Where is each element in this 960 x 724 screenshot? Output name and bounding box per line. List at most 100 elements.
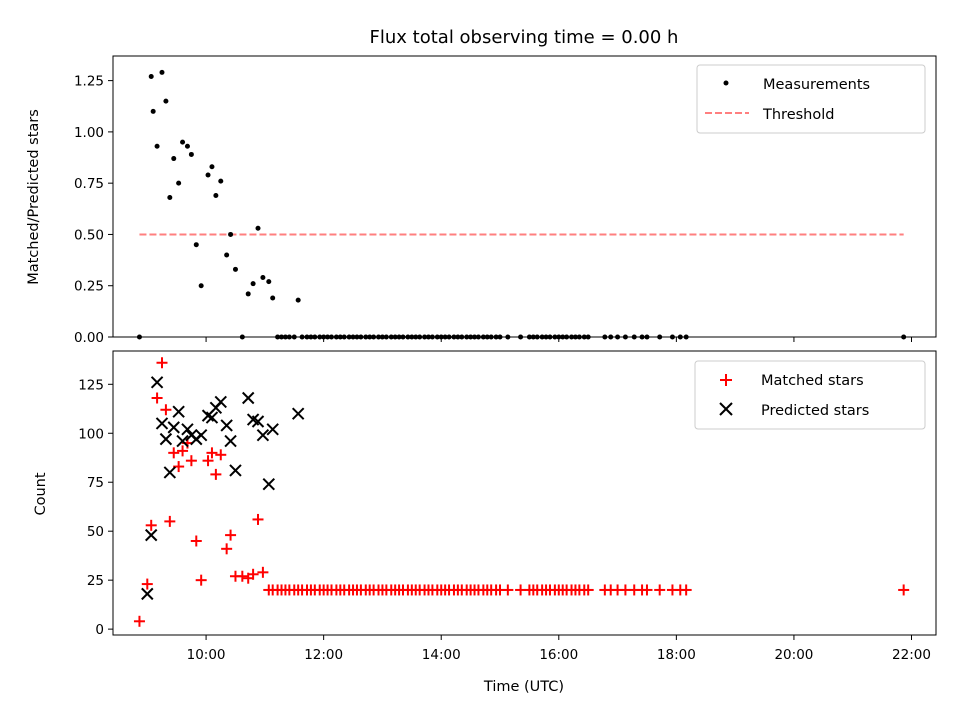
predicted-stars-legend-label: Predicted stars	[761, 403, 869, 419]
matched-star-point	[898, 584, 910, 596]
predicted-star-point	[229, 464, 242, 477]
measurement-point	[383, 334, 389, 340]
measurement-point	[136, 334, 142, 340]
measurement-point	[150, 108, 156, 114]
measurement-point	[295, 297, 301, 303]
matched-star-point	[185, 455, 197, 467]
predicted-star-point	[214, 395, 227, 409]
matched-star-point	[156, 357, 168, 369]
predicted-star-point	[220, 419, 233, 432]
measurement-point	[350, 334, 356, 340]
measurement-point	[228, 231, 234, 237]
measurement-point	[193, 242, 199, 248]
measurement-point	[518, 334, 524, 340]
measurement-point	[180, 139, 186, 145]
measurement-point	[602, 334, 608, 340]
measurement-point	[337, 334, 343, 340]
measurement-point	[468, 334, 474, 340]
measurement-point	[167, 195, 173, 201]
predicted-star-point	[155, 417, 169, 430]
measurement-point	[405, 334, 411, 340]
measurement-point	[171, 156, 177, 162]
measurement-point	[260, 275, 266, 281]
measurement-point	[475, 334, 481, 340]
x-tick-label: 14:00	[422, 647, 461, 663]
measurement-point	[429, 334, 435, 340]
measurement-point	[282, 334, 288, 340]
measurement-point	[148, 74, 154, 80]
measurement-point	[392, 334, 398, 340]
matched-star-point	[168, 447, 180, 459]
measurement-point	[446, 334, 452, 340]
measurement-point	[534, 334, 540, 340]
measurement-point	[333, 334, 339, 340]
measurement-point	[683, 334, 689, 340]
measurement-point	[539, 334, 545, 340]
top-y-axis-label: Matched/Predicted stars	[26, 109, 42, 285]
measurement-point	[321, 334, 327, 340]
measurement-point	[472, 334, 478, 340]
measurement-point	[255, 225, 261, 231]
measurement-point	[564, 334, 570, 340]
top-y-tick-label: 1.25	[74, 74, 104, 90]
measurement-point	[505, 334, 511, 340]
measurement-point	[530, 334, 536, 340]
measurement-point	[455, 334, 461, 340]
bottom-plot-frame	[112, 350, 937, 636]
matched-star-point	[225, 529, 237, 541]
top-y-tick-label: 0.75	[74, 176, 104, 192]
matched-star-point	[160, 404, 172, 416]
predicted-star-point	[150, 376, 164, 389]
measurement-point	[209, 164, 215, 170]
measurement-point	[438, 334, 444, 340]
measurement-point	[572, 334, 578, 340]
matched-star-point	[195, 574, 207, 586]
measurement-point	[400, 334, 406, 340]
measurement-point	[581, 334, 587, 340]
measurement-point	[376, 334, 382, 340]
measurement-point	[669, 334, 675, 340]
top-y-tick-label: 1.00	[74, 125, 104, 141]
matched-star-point	[582, 584, 594, 596]
matched-star-point	[654, 584, 666, 596]
measurement-point	[354, 334, 360, 340]
matched-star-point	[502, 584, 514, 596]
measurement-point	[291, 334, 297, 340]
matched-star-point	[215, 449, 227, 461]
predicted-star-point	[194, 429, 208, 442]
measurement-point	[442, 334, 448, 340]
bottom-y-axis-label: Count	[33, 472, 49, 515]
predicted-star-point	[242, 391, 255, 405]
measurement-point	[159, 69, 165, 75]
bottom-plot-panel: 0 25 50 75 100 125 10:00 12:00 14:00 16:00 18:00 2…	[33, 350, 937, 695]
top-y-tick-label: 0.00	[74, 330, 104, 346]
matched-star-point	[141, 578, 153, 590]
measurement-point	[184, 143, 190, 149]
measurement-point	[497, 334, 503, 340]
predicted-star-point	[163, 466, 177, 479]
measurements-legend-marker	[723, 80, 729, 86]
top-legend: Measurements Threshold	[696, 64, 926, 134]
matched-star-point	[252, 513, 264, 525]
measurement-point	[275, 334, 281, 340]
matched-star-point	[680, 584, 692, 596]
measurement-point	[639, 334, 645, 340]
measurement-point	[279, 334, 285, 340]
measurement-point	[176, 180, 182, 186]
measurement-point	[266, 279, 272, 285]
bottom-y-tick-label: 0	[95, 622, 104, 638]
predicted-star-point	[256, 429, 270, 442]
predicted-stars-series	[141, 376, 305, 601]
matched-star-point	[210, 468, 222, 480]
measurement-point	[317, 334, 323, 340]
measurement-point	[480, 334, 486, 340]
measurement-point	[312, 334, 318, 340]
threshold-legend-label: Threshold	[762, 107, 834, 123]
measurement-point	[409, 334, 415, 340]
measurement-point	[464, 334, 470, 340]
measurement-point	[556, 334, 562, 340]
matched-star-point	[247, 568, 259, 580]
measurement-point	[198, 283, 204, 289]
matched-star-point	[257, 566, 269, 578]
measurement-point	[371, 334, 377, 340]
